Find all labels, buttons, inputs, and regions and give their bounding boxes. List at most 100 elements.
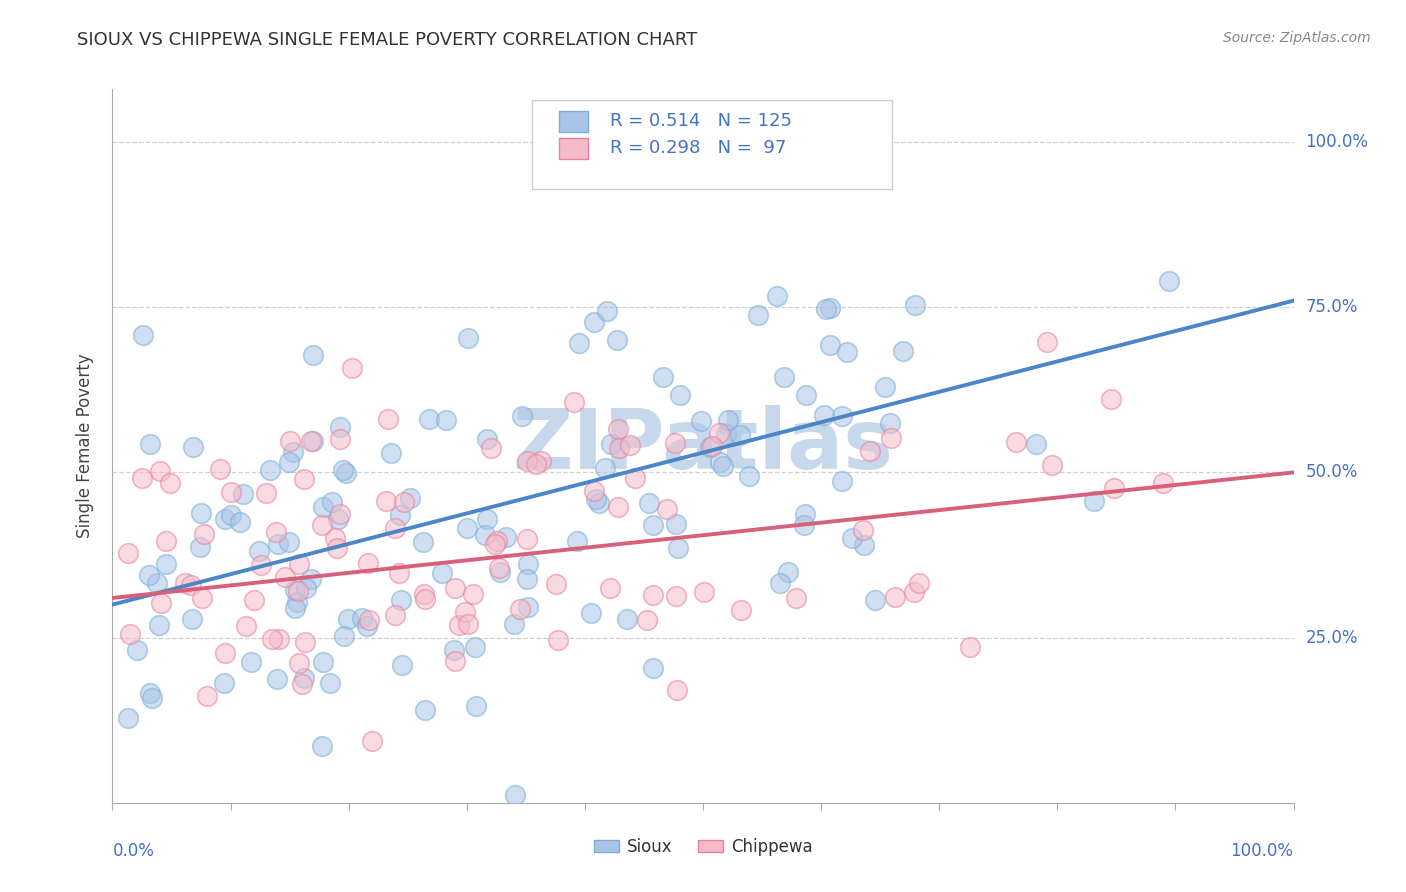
Point [454,605,477,619]
Point [326,512,349,526]
Point [444,654,467,668]
Point [291,676,314,690]
Point [311,518,333,533]
Point [357,556,380,570]
Point [389,592,412,607]
Point [332,629,354,643]
Point [495,530,517,544]
Point [447,618,470,632]
Point [457,616,479,631]
Point [457,331,479,345]
Point [716,412,738,426]
Point [259,463,281,477]
Point [474,527,496,541]
Point [815,302,838,317]
Point [1157,274,1180,288]
Point [384,521,406,535]
Point [464,640,486,654]
Point [155,533,177,548]
Text: R = 0.514   N = 125: R = 0.514 N = 125 [610,112,792,130]
Point [818,337,841,351]
Point [517,558,540,572]
Point [388,566,411,580]
Point [277,455,299,469]
Point [793,507,815,521]
Point [357,613,380,627]
Point [665,589,688,603]
Point [443,643,465,657]
Point [524,458,547,472]
Point [477,432,499,446]
Point [776,565,799,579]
Point [503,788,526,802]
Text: R = 0.298   N =  97: R = 0.298 N = 97 [610,139,786,157]
Point [302,434,325,449]
Point [149,464,172,478]
Point [852,523,875,537]
Point [277,535,299,549]
Point [221,485,243,500]
Point [436,413,458,427]
Point [607,422,630,436]
Point [139,436,162,450]
Point [479,441,502,455]
Point [418,412,440,426]
Point [340,360,363,375]
Bar [560,137,589,159]
Point [181,612,204,626]
Point [669,388,692,402]
Point [155,558,177,572]
Point [288,558,311,572]
Point [579,606,602,620]
Point [278,434,301,448]
Point [332,463,354,477]
FancyBboxPatch shape [531,100,891,189]
Point [690,413,713,427]
Point [709,455,731,469]
Point [412,534,434,549]
Point [530,454,553,468]
Point [329,507,352,521]
Point [243,593,266,607]
Point [319,675,342,690]
Point [285,595,308,609]
Point [232,486,254,500]
Point [292,472,315,486]
Point [863,593,886,607]
Point [1042,458,1064,473]
Point [117,546,139,560]
Point [652,370,675,384]
Point [859,444,882,458]
Point [138,568,160,582]
Point [666,682,689,697]
Point [665,517,688,532]
Y-axis label: Single Female Poverty: Single Female Poverty [76,354,94,538]
Point [664,436,686,450]
Point [214,512,236,526]
Point [516,454,538,468]
Point [1083,493,1105,508]
Point [562,395,585,409]
Text: SIOUX VS CHIPPEWA SINGLE FEMALE POVERTY CORRELATION CHART: SIOUX VS CHIPPEWA SINGLE FEMALE POVERTY … [77,31,697,49]
Text: ZIPatlas: ZIPatlas [513,406,893,486]
Point [247,543,270,558]
Point [643,661,665,675]
Point [853,538,876,552]
Point [228,516,250,530]
Point [181,440,204,454]
Point [239,655,262,669]
Point [266,672,288,686]
Point [444,581,467,595]
Point [180,578,202,592]
Point [260,632,283,647]
Point [593,460,616,475]
Point [607,441,630,455]
Point [312,500,335,514]
Point [831,474,853,488]
Point [329,420,352,434]
Point [283,583,305,598]
Point [693,585,716,599]
Point [287,584,309,599]
Point [517,599,540,614]
Point [714,427,737,442]
